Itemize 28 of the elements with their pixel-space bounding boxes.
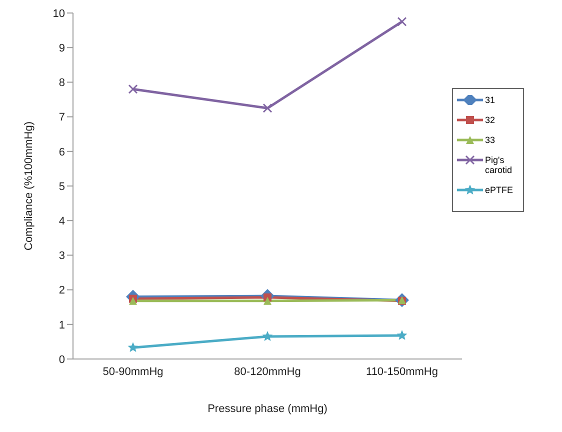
y-tick-label: 1 [58,319,65,332]
y-axis-title: Compliance (%100mmHg) [22,122,35,250]
point [262,103,272,113]
legend-label: ePTFE [485,185,514,195]
y-tick-label: 8 [58,77,65,90]
point [264,296,272,305]
y-tick-label: 4 [58,216,65,228]
y-tick-label: 5 [58,180,65,193]
y-tick-label: 9 [58,42,65,55]
x-tick-label: 50-90mmHg [102,366,164,378]
y-tick-label: 6 [58,146,65,158]
legend-label: 31 [485,95,496,105]
x-tick-label: 80-120mmHg [234,366,301,378]
x-tick-label: 110-150mmHg [366,366,438,378]
point [397,16,407,26]
y-tick-label: 0 [58,354,65,366]
y-tick-label: 7 [58,112,65,124]
legend-label: Pig's carotid [485,155,514,175]
y-tick-label: 3 [58,250,65,262]
point [262,331,273,341]
point [128,84,138,94]
y-tick-label: 10 [52,8,65,20]
x-axis-title: Pressure phase (mmHg) [208,402,328,415]
point [128,342,138,352]
point [396,330,408,340]
legend-label: 32 [485,115,496,125]
legend-label: 33 [485,135,496,145]
y-tick-label: 2 [58,284,65,297]
